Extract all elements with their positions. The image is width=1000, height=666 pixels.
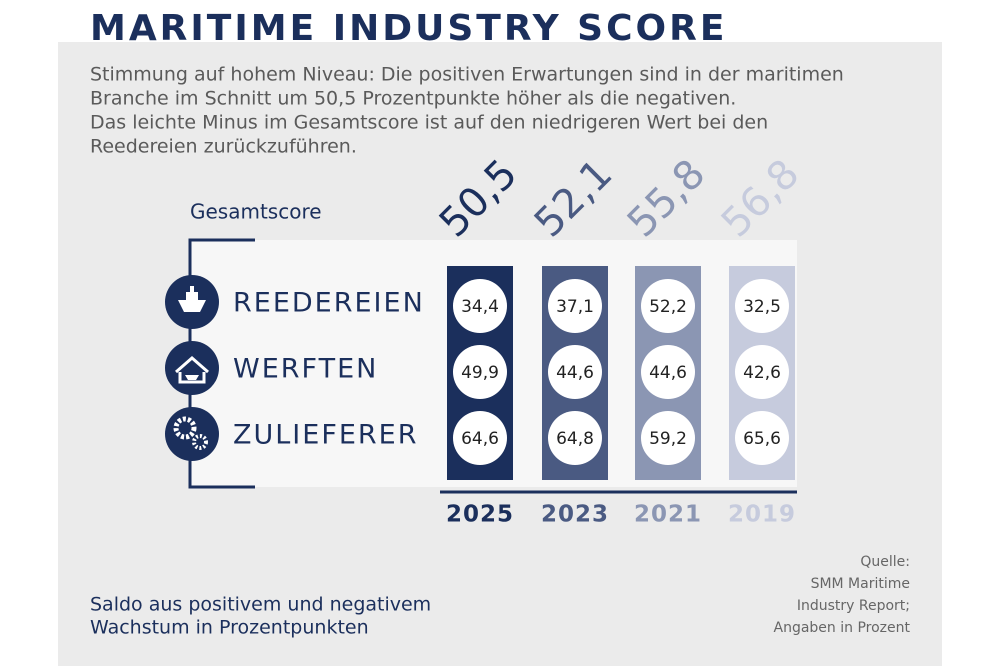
value: 65,6 bbox=[743, 429, 781, 449]
value-circle bbox=[735, 411, 789, 465]
icon-shipyard bbox=[165, 341, 219, 395]
row-label: REEDEREIEN bbox=[233, 288, 425, 319]
value-circle bbox=[735, 345, 789, 399]
value: 64,6 bbox=[461, 429, 499, 449]
value-circle bbox=[641, 411, 695, 465]
icon-ship bbox=[165, 275, 219, 329]
value-circle bbox=[453, 411, 507, 465]
source-line: SMM Maritime bbox=[811, 576, 910, 592]
value: 34,4 bbox=[461, 297, 499, 317]
intro-line: Branche im Schnitt um 50,5 Prozentpunkte… bbox=[90, 88, 736, 110]
value-circle bbox=[453, 345, 507, 399]
value-circle bbox=[453, 279, 507, 333]
column-year: 2021 bbox=[634, 502, 702, 528]
value: 59,2 bbox=[649, 429, 687, 449]
value: 44,6 bbox=[556, 363, 594, 383]
value-circle bbox=[548, 279, 602, 333]
row-label: ZULIEFERER bbox=[233, 420, 419, 451]
intro-line: Stimmung auf hohem Niveau: Die positiven… bbox=[90, 64, 844, 86]
value-circle bbox=[641, 345, 695, 399]
title: MARITIME INDUSTRY SCORE bbox=[90, 8, 727, 49]
value: 32,5 bbox=[743, 297, 781, 317]
column-year: 2025 bbox=[446, 502, 514, 528]
value-circle bbox=[735, 279, 789, 333]
value: 42,6 bbox=[743, 363, 781, 383]
value: 64,8 bbox=[556, 429, 594, 449]
source-line: Industry Report; bbox=[797, 598, 910, 614]
value: 44,6 bbox=[649, 363, 687, 383]
value-circle bbox=[548, 411, 602, 465]
icon-gears bbox=[165, 407, 219, 461]
value-circle bbox=[641, 279, 695, 333]
note-line: Saldo aus positivem und negativem bbox=[90, 594, 431, 616]
value: 49,9 bbox=[461, 363, 499, 383]
value-circle bbox=[548, 345, 602, 399]
note-line: Wachstum in Prozentpunkten bbox=[90, 617, 369, 639]
intro-line: Das leichte Minus im Gesamtscore ist auf… bbox=[90, 112, 768, 134]
footer: Saldo aus positivem und negativemWachstu… bbox=[90, 554, 910, 639]
value: 52,2 bbox=[649, 297, 687, 317]
source-line: Angaben in Prozent bbox=[774, 620, 911, 636]
total-label: Gesamtscore bbox=[190, 200, 322, 224]
column-year: 2023 bbox=[541, 502, 609, 528]
row-label: WERFTEN bbox=[233, 354, 378, 385]
column-year: 2019 bbox=[728, 502, 796, 528]
value: 37,1 bbox=[556, 297, 594, 317]
intro-line: Reedereien zurückzuführen. bbox=[90, 136, 357, 158]
source-line: Quelle: bbox=[860, 554, 910, 570]
